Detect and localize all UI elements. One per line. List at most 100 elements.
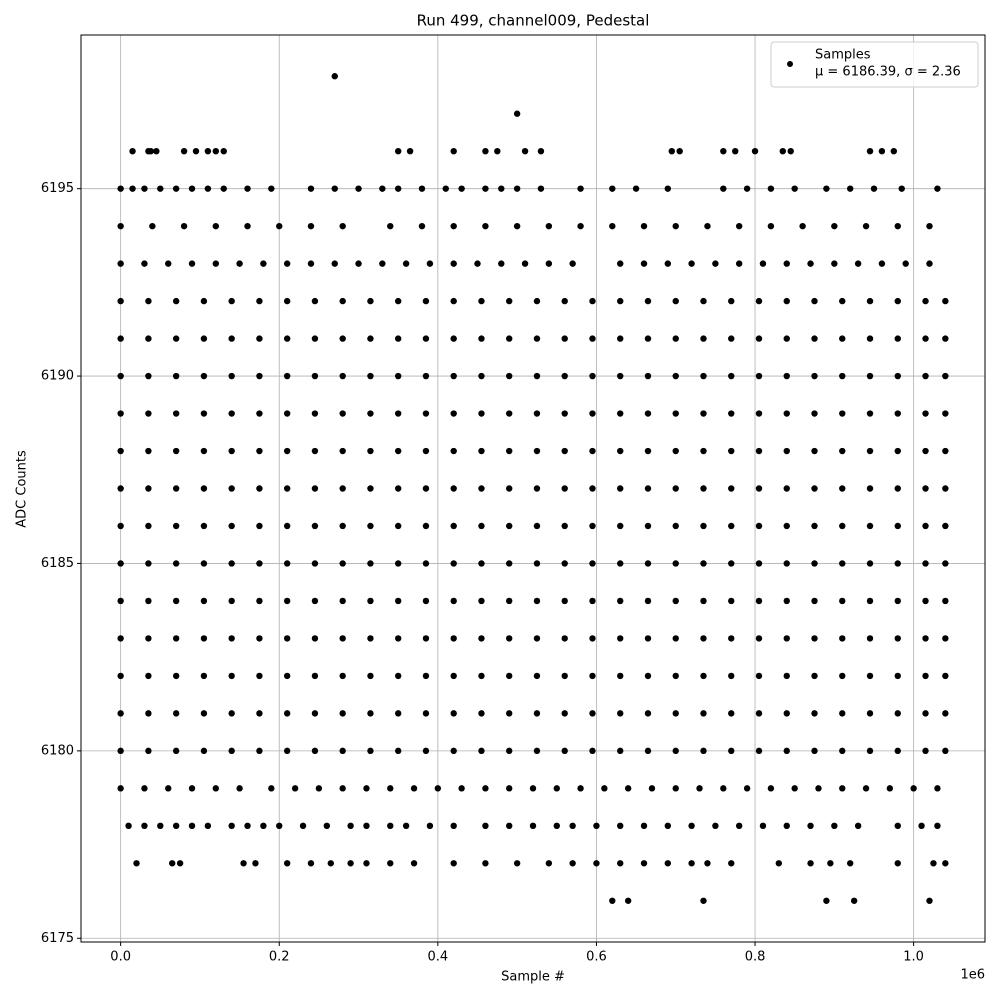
data-point xyxy=(513,860,521,867)
data-point xyxy=(783,597,790,605)
data-point xyxy=(394,597,402,605)
data-point xyxy=(367,410,374,417)
data-point xyxy=(394,560,402,567)
data-point xyxy=(728,485,735,492)
data-point xyxy=(839,485,846,492)
data-point xyxy=(866,410,874,417)
data-point xyxy=(811,372,818,380)
data-point xyxy=(589,297,596,305)
data-point xyxy=(533,597,541,605)
data-point xyxy=(839,410,846,417)
data-point xyxy=(890,147,898,155)
data-point xyxy=(644,335,652,342)
data-point xyxy=(577,222,584,230)
data-point xyxy=(172,747,180,755)
data-point xyxy=(367,597,374,605)
data-point xyxy=(256,710,263,717)
data-point xyxy=(394,747,402,755)
data-point xyxy=(704,860,711,867)
data-point xyxy=(644,447,652,455)
data-point xyxy=(283,747,291,755)
data-point xyxy=(327,860,334,867)
data-point xyxy=(168,860,176,867)
data-point xyxy=(811,597,818,605)
data-point xyxy=(347,822,354,830)
data-point xyxy=(529,785,537,792)
data-point xyxy=(311,410,319,417)
data-point xyxy=(866,560,874,567)
data-point xyxy=(402,822,410,830)
data-point xyxy=(811,672,818,680)
data-point xyxy=(811,747,818,755)
data-point xyxy=(506,522,513,530)
data-point xyxy=(307,185,315,192)
data-point xyxy=(450,597,457,605)
data-point xyxy=(339,522,346,530)
x-tick-label: 1.0 xyxy=(903,950,924,965)
data-point xyxy=(755,447,763,455)
data-point xyxy=(728,560,735,567)
data-point xyxy=(537,147,545,155)
data-point xyxy=(783,335,790,342)
data-point xyxy=(807,260,814,267)
data-point xyxy=(145,410,152,417)
data-point xyxy=(394,522,402,530)
data-point xyxy=(617,710,624,717)
data-point xyxy=(339,335,346,342)
data-point xyxy=(533,335,541,342)
x-tick-label: 0.4 xyxy=(427,950,448,965)
data-point xyxy=(394,297,402,305)
data-point xyxy=(307,260,315,267)
data-point xyxy=(894,597,901,605)
data-point xyxy=(256,672,263,680)
data-point xyxy=(157,185,164,192)
data-point xyxy=(811,447,818,455)
data-point xyxy=(228,447,235,455)
data-point xyxy=(866,522,874,530)
data-point xyxy=(593,822,600,830)
data-point xyxy=(117,447,124,455)
data-point xyxy=(839,447,846,455)
data-point xyxy=(783,822,790,830)
data-point xyxy=(367,672,374,680)
data-point xyxy=(942,297,949,305)
data-point xyxy=(755,335,763,342)
data-point xyxy=(755,485,763,492)
data-point xyxy=(141,785,148,792)
y-tick-label: 6185 xyxy=(41,556,74,571)
data-point xyxy=(506,297,513,305)
data-point xyxy=(256,297,263,305)
data-point xyxy=(450,447,457,455)
data-point xyxy=(117,297,124,305)
data-point xyxy=(696,785,703,792)
data-point xyxy=(533,372,541,380)
data-point xyxy=(418,185,426,192)
data-point xyxy=(779,147,786,155)
data-point xyxy=(839,785,846,792)
data-point xyxy=(700,335,707,342)
data-point xyxy=(478,297,485,305)
data-point xyxy=(180,147,188,155)
data-point xyxy=(672,597,679,605)
data-point xyxy=(942,635,949,642)
data-point xyxy=(922,672,929,680)
data-point xyxy=(688,260,695,267)
data-point xyxy=(922,710,929,717)
data-point xyxy=(755,635,763,642)
data-point xyxy=(811,710,818,717)
data-point xyxy=(283,372,291,380)
data-point xyxy=(831,222,838,230)
data-point xyxy=(200,597,208,605)
data-point xyxy=(117,710,124,717)
data-point xyxy=(866,597,874,605)
data-point xyxy=(898,185,905,192)
data-point xyxy=(561,747,568,755)
data-point xyxy=(672,785,679,792)
data-point xyxy=(458,185,465,192)
data-point xyxy=(894,860,901,867)
data-point xyxy=(712,260,719,267)
data-point xyxy=(664,260,672,267)
data-point xyxy=(276,822,283,830)
data-point xyxy=(791,185,798,192)
data-point xyxy=(811,297,818,305)
